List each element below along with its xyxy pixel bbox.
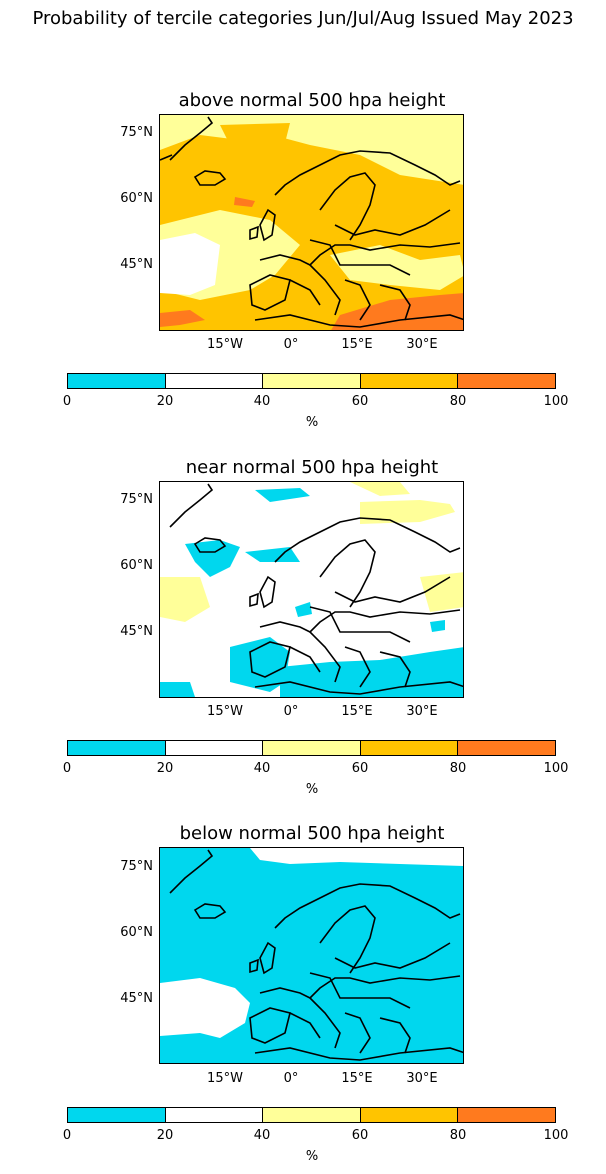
- colorbar: [67, 740, 556, 756]
- lat-label: 75°N: [120, 492, 153, 507]
- colorbar-segment: [458, 741, 555, 755]
- colorbar-tick: 60: [351, 761, 369, 776]
- lon-label: 15°W: [207, 337, 243, 352]
- colorbar-segment: [165, 374, 264, 388]
- colorbar-tick: 0: [62, 1128, 72, 1143]
- lon-label: 30°E: [406, 337, 438, 352]
- panel-title-below: below normal 500 hpa height: [179, 823, 445, 844]
- lat-label: 45°N: [120, 257, 153, 272]
- colorbar-tick: 0: [62, 761, 72, 776]
- colorbar-segment: [263, 1108, 361, 1122]
- lon-label: 0°: [283, 704, 299, 719]
- colorbar-unit: %: [305, 782, 319, 797]
- panel-title-near: near normal 500 hpa height: [185, 457, 439, 478]
- lat-label: 45°N: [120, 991, 153, 1006]
- colorbar-tick: 20: [156, 761, 174, 776]
- colorbar-tick: 80: [449, 394, 467, 409]
- colorbar-tick: 100: [543, 1128, 569, 1143]
- lon-label: 15°E: [341, 1071, 373, 1086]
- colorbar-segment: [458, 1108, 555, 1122]
- lon-label: 15°W: [207, 704, 243, 719]
- colorbar-tick: 60: [351, 394, 369, 409]
- colorbar-tick: 40: [253, 761, 271, 776]
- coastlines: [169, 483, 463, 695]
- colorbar-segment: [68, 374, 166, 388]
- colorbar-segment: [165, 1108, 264, 1122]
- lat-label: 60°N: [120, 558, 153, 573]
- colorbar-tick: 20: [156, 1128, 174, 1143]
- lat-label: 75°N: [120, 859, 153, 874]
- map-below-normal: [159, 847, 464, 1064]
- colorbar-unit: %: [305, 1149, 319, 1164]
- lon-label: 30°E: [406, 1071, 438, 1086]
- colorbar-segment: [360, 374, 459, 388]
- lon-label: 0°: [283, 1071, 299, 1086]
- lat-label: 45°N: [120, 624, 153, 639]
- colorbar-tick: 0: [62, 394, 72, 409]
- lat-label: 75°N: [120, 125, 153, 140]
- colorbar-tick: 100: [543, 761, 569, 776]
- colorbar-tick: 40: [253, 1128, 271, 1143]
- lon-label: 15°E: [341, 337, 373, 352]
- colorbar-segment: [165, 741, 264, 755]
- lon-label: 15°E: [341, 704, 373, 719]
- colorbar-segment: [263, 741, 361, 755]
- colorbar-tick: 60: [351, 1128, 369, 1143]
- colorbar-tick: 20: [156, 394, 174, 409]
- lon-label: 30°E: [406, 704, 438, 719]
- figure-title: Probability of tercile categories Jun/Ju…: [32, 8, 574, 29]
- coastlines: [160, 116, 463, 328]
- colorbar-tick: 100: [543, 394, 569, 409]
- fill-20-40-west: [160, 233, 220, 295]
- colorbar-segment: [68, 741, 166, 755]
- colorbar-segment: [360, 1108, 459, 1122]
- lon-label: 15°W: [207, 1071, 243, 1086]
- colorbar-segment: [458, 374, 555, 388]
- colorbar-tick: 80: [449, 1128, 467, 1143]
- colorbar-segment: [360, 741, 459, 755]
- colorbar: [67, 373, 556, 389]
- colorbar-tick: 40: [253, 394, 271, 409]
- map-near-normal: [159, 481, 464, 698]
- colorbar-segment: [68, 1108, 166, 1122]
- fill-80-100-south: [331, 293, 463, 330]
- lat-label: 60°N: [120, 191, 153, 206]
- panel-title-above: above normal 500 hpa height: [178, 90, 446, 111]
- colorbar-segment: [263, 374, 361, 388]
- colorbar-unit: %: [305, 415, 319, 430]
- colorbar: [67, 1107, 556, 1123]
- colorbar-tick: 80: [449, 761, 467, 776]
- lon-label: 0°: [283, 337, 299, 352]
- map-above-normal: [159, 114, 464, 331]
- lat-label: 60°N: [120, 925, 153, 940]
- coastlines: [169, 849, 463, 1061]
